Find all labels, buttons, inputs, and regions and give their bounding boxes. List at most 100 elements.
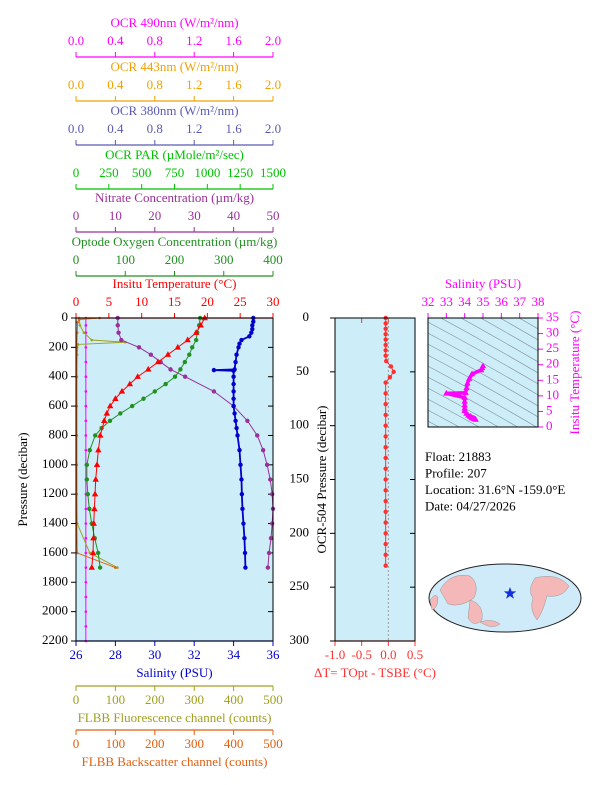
y-axis-label: Pressure (decibar) bbox=[15, 432, 30, 526]
x-tick-label: 1250 bbox=[227, 165, 253, 180]
marker bbox=[93, 433, 98, 438]
x-tick-label: 0.0 bbox=[68, 121, 84, 136]
x-tick-label: 32 bbox=[188, 647, 201, 662]
x-tick-label: 500 bbox=[132, 165, 152, 180]
x-tick-label: 0.8 bbox=[147, 77, 163, 92]
marker bbox=[76, 321, 79, 324]
ts-background bbox=[428, 318, 538, 427]
x-tick-label: 400 bbox=[263, 252, 283, 267]
x-tick-label: 250 bbox=[99, 165, 119, 180]
marker bbox=[242, 536, 247, 541]
x-tick-label: -0.5 bbox=[351, 647, 372, 662]
marker bbox=[95, 446, 102, 453]
marker bbox=[383, 445, 388, 450]
marker bbox=[383, 321, 388, 326]
x-tick-label: 30 bbox=[148, 647, 161, 662]
marker bbox=[148, 352, 154, 357]
marker bbox=[88, 551, 92, 555]
marker bbox=[243, 565, 248, 570]
marker bbox=[164, 351, 172, 357]
x-tick-label: 200 bbox=[145, 692, 165, 707]
x-tick-label: 0.5 bbox=[407, 647, 423, 662]
contour bbox=[428, 376, 519, 427]
marker bbox=[91, 490, 99, 497]
x-tick-label: 100 bbox=[116, 252, 136, 267]
marker bbox=[84, 507, 88, 511]
marker bbox=[154, 358, 162, 365]
x-tick-label: 34 bbox=[458, 294, 472, 309]
marker bbox=[84, 448, 88, 452]
x-axis-label: FLBB Backscatter channel (counts) bbox=[82, 754, 268, 769]
y-tick-label: 35 bbox=[546, 309, 559, 324]
marker bbox=[126, 380, 134, 387]
marker bbox=[78, 324, 82, 327]
marker bbox=[260, 447, 266, 453]
x-tick-label: 1.6 bbox=[225, 77, 242, 92]
x-tick-label: 2.0 bbox=[265, 121, 281, 136]
x-tick-label: 300 bbox=[184, 736, 204, 751]
x-tick-label: 200 bbox=[165, 252, 185, 267]
density-contours bbox=[428, 318, 538, 427]
x-tick-label: 15 bbox=[168, 294, 181, 309]
x-tick-label: 30 bbox=[188, 208, 201, 223]
marker bbox=[238, 462, 243, 468]
world-map bbox=[428, 563, 582, 633]
marker bbox=[250, 323, 255, 328]
y-tick-label: 300 bbox=[290, 632, 310, 647]
marker bbox=[250, 326, 255, 332]
x-axis-label: Optode Oxygen Concentration (µm/kg) bbox=[72, 234, 278, 249]
marker bbox=[90, 520, 97, 526]
marker bbox=[193, 337, 199, 343]
x-tick-label: 2.0 bbox=[265, 33, 281, 48]
marker bbox=[92, 476, 99, 482]
marker bbox=[461, 394, 468, 400]
contour bbox=[428, 365, 538, 427]
marker bbox=[101, 417, 108, 423]
x-tick-label: 20 bbox=[201, 294, 214, 309]
contour bbox=[428, 420, 440, 427]
x-tick-label: 38 bbox=[532, 294, 545, 309]
marker bbox=[211, 367, 217, 373]
contour bbox=[460, 318, 538, 363]
marker bbox=[237, 341, 242, 346]
marker bbox=[235, 433, 240, 438]
marker bbox=[197, 321, 204, 328]
marker bbox=[84, 595, 88, 599]
marker bbox=[384, 358, 389, 364]
marker bbox=[383, 342, 388, 348]
marker bbox=[84, 404, 88, 408]
x-tick-label: 25 bbox=[234, 294, 247, 309]
x-tick-label: 40 bbox=[227, 208, 240, 223]
marker bbox=[265, 565, 271, 570]
x-tick-label: 0.0 bbox=[68, 77, 84, 92]
marker bbox=[190, 345, 195, 350]
x-tick-label: 1.6 bbox=[225, 33, 242, 48]
y-tick-label: 100 bbox=[290, 417, 310, 432]
marker bbox=[231, 381, 236, 387]
y-tick-label: 0 bbox=[62, 309, 69, 324]
marker bbox=[84, 522, 88, 525]
marker bbox=[152, 389, 157, 394]
plot-frame bbox=[75, 317, 274, 642]
marker bbox=[84, 360, 88, 364]
x-tick-label: 400 bbox=[224, 692, 244, 707]
marker bbox=[472, 416, 479, 422]
x-axis-label: OCR 380nm (W/m²/nm) bbox=[110, 103, 238, 118]
marker bbox=[82, 331, 86, 334]
marker bbox=[464, 379, 471, 386]
marker bbox=[136, 345, 142, 350]
y-axis-label: Insitu Temperature (°C) bbox=[567, 311, 582, 435]
marker bbox=[383, 353, 388, 358]
x-tick-label: 35 bbox=[477, 294, 490, 309]
marker bbox=[383, 423, 388, 428]
marker bbox=[91, 505, 98, 512]
marker bbox=[201, 314, 208, 321]
contour bbox=[428, 332, 538, 396]
y-tick-label: 150 bbox=[290, 470, 310, 485]
marker bbox=[387, 375, 393, 380]
marker bbox=[90, 534, 97, 541]
x-axis-label: Salinity (PSU) bbox=[136, 665, 212, 680]
marker bbox=[388, 364, 394, 369]
marker bbox=[383, 326, 388, 331]
marker bbox=[112, 395, 119, 401]
